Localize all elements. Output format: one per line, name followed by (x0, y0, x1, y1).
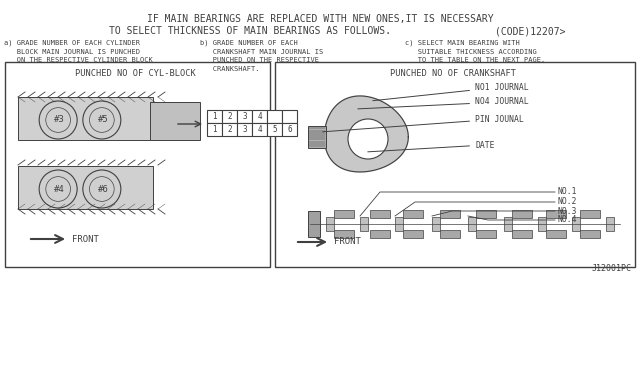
Text: 1: 1 (212, 125, 217, 134)
Text: NO1 JOURNAL: NO1 JOURNAL (372, 83, 529, 101)
Text: #4: #4 (54, 185, 65, 193)
Text: 3: 3 (242, 112, 247, 121)
Text: PUNCHED NO OF CYL-BLOCK: PUNCHED NO OF CYL-BLOCK (75, 69, 195, 78)
Bar (222, 123, 237, 136)
Text: b) GRADE NUMBER OF EACH
   CRANKSHAFT MAIN JOURNAL IS
   PUNCHED ON THE RESPECTI: b) GRADE NUMBER OF EACH CRANKSHAFT MAIN … (200, 40, 323, 72)
Polygon shape (324, 96, 408, 172)
Text: IF MAIN BEARINGS ARE REPLACED WITH NEW ONES,IT IS NECESSARY: IF MAIN BEARINGS ARE REPLACED WITH NEW O… (147, 14, 493, 24)
Bar (207, 123, 222, 136)
Text: PIN JOUNAL: PIN JOUNAL (323, 115, 524, 132)
Bar (267, 110, 282, 123)
Text: DATE: DATE (368, 141, 495, 152)
Bar (403, 230, 423, 238)
Bar (440, 230, 460, 238)
Text: NO.2: NO.2 (557, 198, 577, 206)
Bar (476, 210, 496, 218)
Text: J12001PC: J12001PC (592, 264, 632, 273)
Text: 2: 2 (227, 125, 232, 134)
Bar (334, 230, 354, 238)
Bar (334, 210, 354, 218)
Bar (252, 123, 267, 136)
Bar (237, 123, 252, 136)
Bar (504, 217, 512, 231)
Bar (18, 97, 153, 140)
Bar (546, 230, 566, 238)
Bar (18, 166, 153, 209)
Text: #3: #3 (54, 115, 65, 125)
Bar (252, 110, 267, 123)
Bar (360, 217, 368, 231)
Text: PUNCHED NO OF CRANKSHAFT: PUNCHED NO OF CRANKSHAFT (390, 69, 516, 78)
Text: FRONT: FRONT (334, 237, 361, 247)
Text: 4: 4 (257, 112, 262, 121)
Text: #5: #5 (98, 115, 108, 125)
Text: NO.4: NO.4 (557, 215, 577, 224)
Circle shape (348, 119, 388, 159)
Bar (308, 126, 326, 148)
Bar (308, 211, 320, 237)
Bar (580, 210, 600, 218)
Text: 5: 5 (272, 125, 277, 134)
Text: 6: 6 (287, 125, 292, 134)
Bar (326, 217, 334, 231)
Bar (580, 230, 600, 238)
Bar (512, 230, 532, 238)
Text: 2: 2 (227, 112, 232, 121)
Bar (282, 123, 297, 136)
Bar (538, 217, 546, 231)
Text: (CODE)12207>: (CODE)12207> (495, 26, 565, 36)
Text: c) SELECT MAIN BEARING WITH
   SUITABLE THICKNESS ACCORDING
   TO THE TABLE ON T: c) SELECT MAIN BEARING WITH SUITABLE THI… (405, 40, 545, 64)
Bar (275, 62, 635, 267)
Text: 3: 3 (242, 125, 247, 134)
Bar (282, 110, 297, 123)
Bar (207, 110, 222, 123)
Text: NO4 JOURNAL: NO4 JOURNAL (358, 97, 529, 109)
Bar (572, 217, 580, 231)
Bar (440, 210, 460, 218)
Bar (237, 110, 252, 123)
Bar (546, 210, 566, 218)
Bar (432, 217, 440, 231)
Text: #6: #6 (98, 185, 108, 193)
Bar (468, 217, 476, 231)
Text: NO.1: NO.1 (557, 187, 577, 196)
Bar (403, 210, 423, 218)
Bar (476, 230, 496, 238)
Text: FRONT: FRONT (72, 234, 99, 244)
Text: 4: 4 (257, 125, 262, 134)
Bar (370, 210, 390, 218)
Bar (606, 217, 614, 231)
Text: a) GRADE NUMBER OF EACH CYLINDER
   BLOCK MAIN JOURNAL IS PUNCHED
   ON THE RESP: a) GRADE NUMBER OF EACH CYLINDER BLOCK M… (4, 40, 153, 64)
Text: NO.3: NO.3 (557, 206, 577, 215)
Bar (512, 210, 532, 218)
Text: TO SELECT THICKNESS OF MAIN BEARINGS AS FOLLOWS.: TO SELECT THICKNESS OF MAIN BEARINGS AS … (109, 26, 391, 36)
Text: 1: 1 (212, 112, 217, 121)
Bar (395, 217, 403, 231)
Bar (222, 110, 237, 123)
Bar (370, 230, 390, 238)
Bar (150, 102, 200, 140)
Bar (5, 62, 270, 267)
Bar (267, 123, 282, 136)
